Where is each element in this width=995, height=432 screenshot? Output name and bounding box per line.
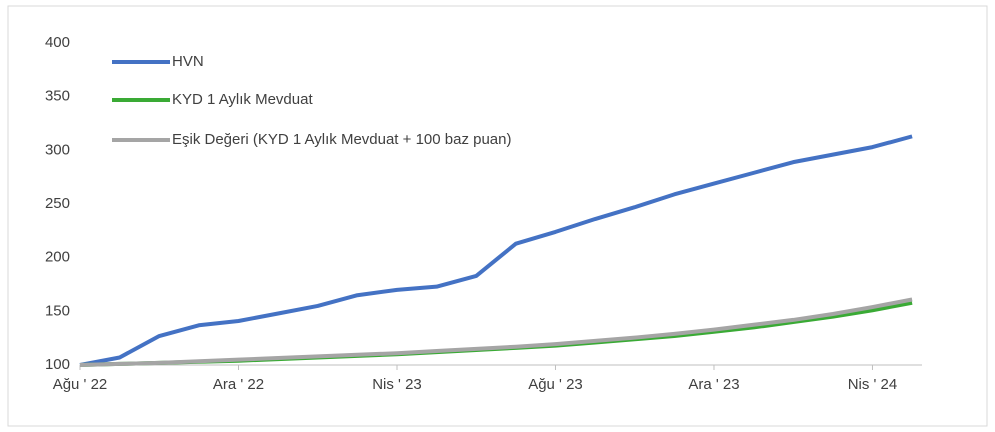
y-tick-label: 400 xyxy=(45,34,70,51)
x-tick-label: Ara ' 22 xyxy=(213,376,264,393)
y-tick-label: 150 xyxy=(45,302,70,319)
y-tick-label: 250 xyxy=(45,195,70,212)
x-tick-label: Ağu ' 23 xyxy=(528,376,583,393)
legend-label: Eşik Değeri (KYD 1 Aylık Mevduat + 100 b… xyxy=(172,131,512,148)
x-tick-label: Ağu ' 22 xyxy=(53,376,108,393)
y-tick-label: 200 xyxy=(45,249,70,266)
legend-label: KYD 1 Aylık Mevduat xyxy=(172,91,313,108)
series-line xyxy=(79,297,913,367)
legend-label: HVN xyxy=(172,53,204,70)
y-tick-label: 300 xyxy=(45,141,70,158)
x-tick-label: Nis ' 23 xyxy=(372,376,422,393)
chart-border xyxy=(7,5,988,427)
x-tick-label: Ara ' 23 xyxy=(688,376,739,393)
y-tick-label: 100 xyxy=(45,356,70,373)
y-tick-label: 350 xyxy=(45,88,70,105)
series-line xyxy=(79,134,913,367)
x-tick-label: Nis ' 24 xyxy=(848,376,898,393)
